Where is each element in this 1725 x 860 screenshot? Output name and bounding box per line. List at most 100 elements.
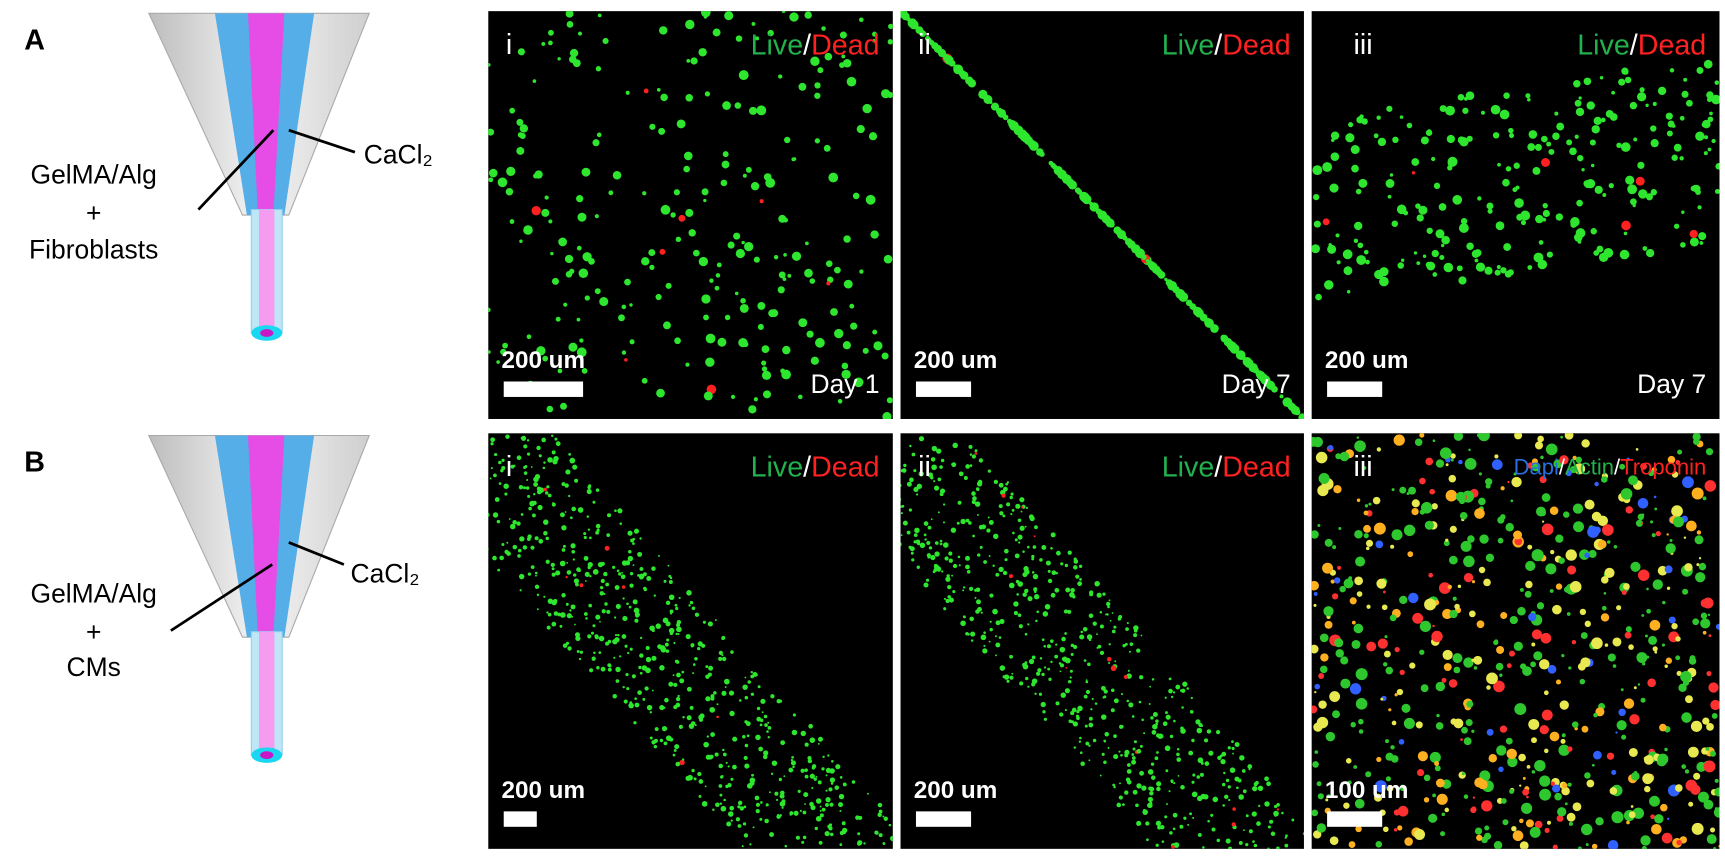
cell [569,609,572,612]
cell [841,362,849,370]
cell [1623,583,1630,590]
cell [1616,605,1622,611]
cell [547,612,552,617]
cell [962,586,966,589]
cell [1649,795,1660,807]
cell [1513,162,1520,169]
cell [1445,538,1449,542]
cell [1024,632,1028,636]
cell [1376,447,1382,452]
cell [679,678,685,684]
cell [755,802,761,807]
cell [414,459,417,462]
cell [578,268,589,279]
cell [1584,620,1591,628]
cell [1499,109,1510,120]
cell [1350,145,1360,155]
cell [1079,634,1085,640]
cell [1700,612,1708,619]
micrograph [1311,11,1720,419]
cell [1039,657,1043,660]
cell [1200,761,1204,765]
cell [720,179,728,187]
cell [1411,499,1420,508]
cell [740,297,746,304]
cell [562,544,566,548]
cell [1630,771,1640,781]
cell [1573,80,1581,88]
cell [1165,714,1171,720]
cell [1664,565,1673,574]
cell [510,464,515,469]
cell [1685,695,1693,704]
cell [551,277,559,285]
cell [781,799,786,804]
cell [624,358,628,362]
cell [665,282,672,289]
cells [900,11,1304,419]
cell [1492,132,1500,139]
cell [865,194,876,205]
cell [734,102,742,109]
cell [1414,438,1423,447]
cell [989,620,992,623]
cell [1537,259,1548,270]
cell [1692,618,1700,626]
cell [895,833,897,835]
cell [1317,523,1321,527]
cell [566,21,574,28]
cell [1154,756,1159,761]
cell [641,257,650,266]
cell [1499,673,1503,677]
cell [1258,373,1268,383]
cell [1191,780,1195,784]
cell [660,93,668,102]
cell [1164,745,1171,752]
cell [1315,451,1328,464]
cell [1546,820,1552,825]
cell [1454,603,1460,610]
cell [1571,639,1577,645]
cell [900,512,903,515]
cell [651,566,656,571]
cell [1607,840,1619,849]
cell [570,604,576,610]
cell [1616,720,1627,731]
cell [665,600,671,606]
cell [1379,267,1389,277]
cell [1712,847,1717,849]
cell [976,488,980,492]
cell [1684,769,1690,774]
cell [1426,227,1433,234]
cell [1693,184,1698,189]
cell [1160,824,1165,830]
cell [1648,635,1658,645]
cell [1063,609,1069,614]
cell [900,542,902,547]
cell [496,360,500,364]
cell [1324,280,1334,290]
cell [992,564,995,567]
cell [756,105,767,116]
cell [1472,796,1476,799]
cell [958,471,964,477]
cell [1150,775,1156,780]
cell [1152,723,1158,730]
cell [631,674,636,679]
tube-inner [259,631,275,756]
cell [658,26,668,35]
stain-name: Dapi [1514,454,1559,479]
cell [1073,746,1077,749]
cell [1322,162,1333,172]
cell [923,533,927,537]
stain-name: Live [1577,29,1630,61]
cell [644,686,649,691]
cell [1362,465,1367,471]
cell [1595,707,1605,717]
cell [1029,141,1035,147]
cell [1336,260,1341,265]
cell [612,693,617,699]
cell [1397,262,1404,269]
cell [639,671,643,675]
cell [649,123,656,130]
